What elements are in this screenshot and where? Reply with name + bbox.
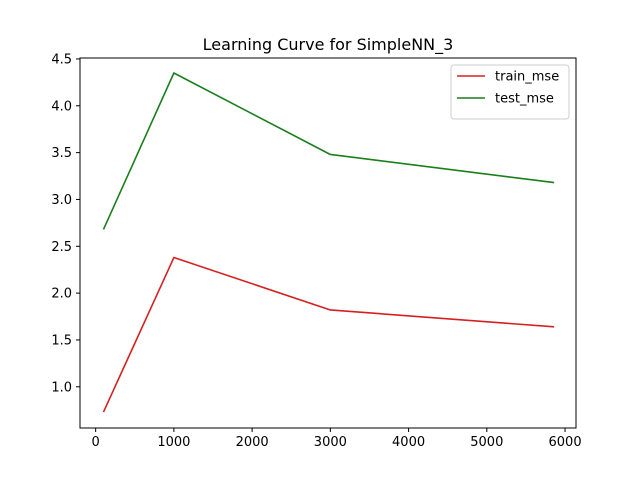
x-tick-label: 4000 <box>392 435 425 450</box>
plot-area: 0 1000 2000 3000 4000 5000 6000 1.0 1.5 2.0 2.5 3.0… <box>51 52 581 450</box>
legend-box <box>450 64 570 120</box>
x-tick-label: 2000 <box>236 435 269 450</box>
x-tick-label: 0 <box>92 435 100 450</box>
series-line-test_mse <box>102 72 555 230</box>
legend-label-train_mse: train_mse <box>495 70 559 85</box>
y-tick-label: 3.0 <box>51 193 72 208</box>
y-tick-label: 3.5 <box>51 146 72 161</box>
y-tick-label: 4.0 <box>51 99 72 114</box>
x-tick-label: 6000 <box>549 435 582 450</box>
y-tick-label: 1.0 <box>51 380 72 395</box>
legend: train_mse test_mse <box>450 64 570 120</box>
x-tick-label: 5000 <box>470 435 503 450</box>
y-tick-label: 4.5 <box>51 52 72 67</box>
x-tick-label: 3000 <box>314 435 347 450</box>
y-tick-label: 2.5 <box>51 240 72 255</box>
chart-title: Learning Curve for SimpleNN_3 <box>203 35 454 55</box>
legend-label-test_mse: test_mse <box>495 92 554 107</box>
plot-frame <box>79 57 577 429</box>
series-line-train_mse <box>102 256 555 413</box>
y-tick-label: 1.5 <box>51 333 72 348</box>
y-tick-label: 2.0 <box>51 287 72 302</box>
x-tick-label: 1000 <box>157 435 190 450</box>
